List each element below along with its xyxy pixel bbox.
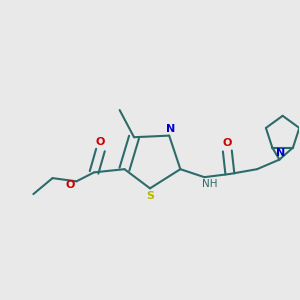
Text: O: O (96, 137, 105, 147)
Text: N: N (276, 148, 285, 158)
Text: O: O (223, 138, 232, 148)
Text: O: O (65, 180, 75, 190)
Text: N: N (166, 124, 176, 134)
Text: S: S (146, 191, 154, 201)
Text: NH: NH (202, 178, 218, 189)
